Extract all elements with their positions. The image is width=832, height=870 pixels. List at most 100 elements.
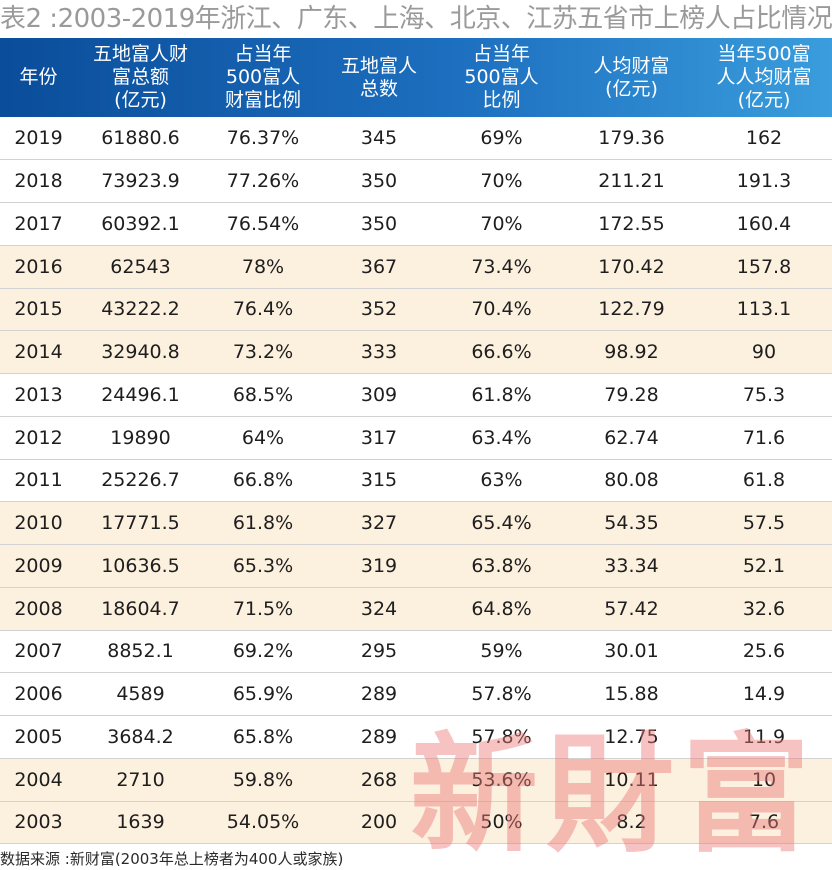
table-row: 2015 43222.2 76.4% 352 70.4% 122.79 113.1: [0, 288, 832, 332]
header-year: 年份: [19, 66, 58, 88]
table-row: 2014 32940.8 73.2% 333 66.6% 98.92 90: [0, 330, 832, 374]
cell-count-share: 70%: [436, 202, 567, 246]
cell-rich-count: 289: [322, 715, 436, 759]
cell-count-share: 59%: [436, 630, 567, 674]
cell-wealth-share: 64%: [204, 416, 322, 460]
cell-total-wealth: 10636.5: [77, 544, 204, 588]
table-row: 2018 73923.9 77.26% 350 70% 211.21 191.3: [0, 159, 832, 203]
cell-count-share: 65.4%: [436, 501, 567, 545]
cell-total-wealth: 18604.7: [77, 587, 204, 631]
cell-avg-wealth: 80.08: [567, 459, 696, 503]
cell-wealth-share: 68.5%: [204, 373, 322, 417]
cell-top500-avg-wealth: 25.6: [696, 630, 832, 674]
cell-avg-wealth: 170.42: [567, 245, 696, 289]
cell-year: 2007: [0, 630, 77, 674]
cell-avg-wealth: 179.36: [567, 117, 696, 161]
cell-rich-count: 367: [322, 245, 436, 289]
cell-year: 2009: [0, 544, 77, 588]
cell-year: 2011: [0, 459, 77, 503]
table-row: 2006 4589 65.9% 289 57.8% 15.88 14.9: [0, 672, 832, 716]
header-total-wealth: 五地富人财 富总额 (亿元): [92, 43, 188, 111]
table-header: 年份 五地富人财 富总额 (亿元) 占当年 500富人 财富比例 五地富人 总数…: [0, 38, 832, 117]
cell-year: 2017: [0, 202, 77, 246]
cell-rich-count: 317: [322, 416, 436, 460]
cell-wealth-share: 78%: [204, 245, 322, 289]
cell-year: 2003: [0, 801, 77, 845]
cell-year: 2018: [0, 159, 77, 203]
header-wealth-share: 占当年 500富人 财富比例: [224, 43, 301, 111]
cell-total-wealth: 43222.2: [77, 288, 204, 332]
table-row: 2007 8852.1 69.2% 295 59% 30.01 25.6: [0, 630, 832, 674]
cell-total-wealth: 62543: [77, 245, 204, 289]
cell-count-share: 53.6%: [436, 758, 567, 802]
cell-top500-avg-wealth: 191.3: [696, 159, 832, 203]
header-top500-avg-wealth: 当年500富 人人均财富 (亿元): [716, 43, 812, 111]
cell-wealth-share: 76.37%: [204, 117, 322, 161]
table-row: 2008 18604.7 71.5% 324 64.8% 57.42 32.6: [0, 587, 832, 631]
table-row: 2003 1639 54.05% 200 50% 8.2 7.6: [0, 801, 832, 845]
cell-wealth-share: 69.2%: [204, 630, 322, 674]
cell-total-wealth: 60392.1: [77, 202, 204, 246]
table-row: 2017 60392.1 76.54% 350 70% 172.55 160.4: [0, 202, 832, 246]
cell-rich-count: 268: [322, 758, 436, 802]
page-title: 表2 :2003-2019年浙江、广东、上海、北京、江苏五省市上榜人占比情况: [0, 4, 832, 34]
cell-rich-count: 295: [322, 630, 436, 674]
cell-rich-count: 200: [322, 801, 436, 845]
cell-total-wealth: 2710: [77, 758, 204, 802]
cell-top500-avg-wealth: 52.1: [696, 544, 832, 588]
cell-top500-avg-wealth: 32.6: [696, 587, 832, 631]
table-row: 2004 2710 59.8% 268 53.6% 10.11 10: [0, 758, 832, 802]
cell-top500-avg-wealth: 162: [696, 117, 832, 161]
cell-top500-avg-wealth: 75.3: [696, 373, 832, 417]
cell-avg-wealth: 57.42: [567, 587, 696, 631]
table-row: 2016 62543 78% 367 73.4% 170.42 157.8: [0, 245, 832, 289]
table-row: 2005 3684.2 65.8% 289 57.8% 12.75 11.9: [0, 715, 832, 759]
cell-year: 2010: [0, 501, 77, 545]
cell-avg-wealth: 33.34: [567, 544, 696, 588]
cell-wealth-share: 54.05%: [204, 801, 322, 845]
cell-count-share: 70%: [436, 159, 567, 203]
header-avg-wealth: 人均财富 (亿元): [593, 54, 670, 100]
cell-count-share: 70.4%: [436, 288, 567, 332]
cell-count-share: 66.6%: [436, 330, 567, 374]
cell-wealth-share: 76.4%: [204, 288, 322, 332]
cell-total-wealth: 1639: [77, 801, 204, 845]
cell-top500-avg-wealth: 11.9: [696, 715, 832, 759]
cell-avg-wealth: 122.79: [567, 288, 696, 332]
cell-rich-count: 289: [322, 672, 436, 716]
cell-wealth-share: 65.9%: [204, 672, 322, 716]
cell-top500-avg-wealth: 90: [696, 330, 832, 374]
cell-count-share: 50%: [436, 801, 567, 845]
cell-top500-avg-wealth: 7.6: [696, 801, 832, 845]
cell-count-share: 57.8%: [436, 672, 567, 716]
cell-avg-wealth: 10.11: [567, 758, 696, 802]
cell-total-wealth: 19890: [77, 416, 204, 460]
cell-avg-wealth: 15.88: [567, 672, 696, 716]
cell-rich-count: 327: [322, 501, 436, 545]
cell-avg-wealth: 62.74: [567, 416, 696, 460]
cell-top500-avg-wealth: 71.6: [696, 416, 832, 460]
cell-count-share: 69%: [436, 117, 567, 161]
cell-avg-wealth: 79.28: [567, 373, 696, 417]
cell-wealth-share: 65.8%: [204, 715, 322, 759]
cell-count-share: 64.8%: [436, 587, 567, 631]
cell-total-wealth: 25226.7: [77, 459, 204, 503]
table-row: 2011 25226.7 66.8% 315 63% 80.08 61.8: [0, 459, 832, 503]
cell-top500-avg-wealth: 157.8: [696, 245, 832, 289]
cell-rich-count: 345: [322, 117, 436, 161]
cell-total-wealth: 32940.8: [77, 330, 204, 374]
cell-top500-avg-wealth: 10: [696, 758, 832, 802]
cell-top500-avg-wealth: 61.8: [696, 459, 832, 503]
header-rich-count: 五地富人 总数: [340, 54, 417, 100]
cell-avg-wealth: 30.01: [567, 630, 696, 674]
cell-year: 2006: [0, 672, 77, 716]
cell-year: 2005: [0, 715, 77, 759]
table-row: 2013 24496.1 68.5% 309 61.8% 79.28 75.3: [0, 373, 832, 417]
cell-total-wealth: 24496.1: [77, 373, 204, 417]
cell-rich-count: 315: [322, 459, 436, 503]
cell-count-share: 63.8%: [436, 544, 567, 588]
cell-total-wealth: 17771.5: [77, 501, 204, 545]
cell-rich-count: 352: [322, 288, 436, 332]
cell-rich-count: 350: [322, 202, 436, 246]
cell-avg-wealth: 98.92: [567, 330, 696, 374]
